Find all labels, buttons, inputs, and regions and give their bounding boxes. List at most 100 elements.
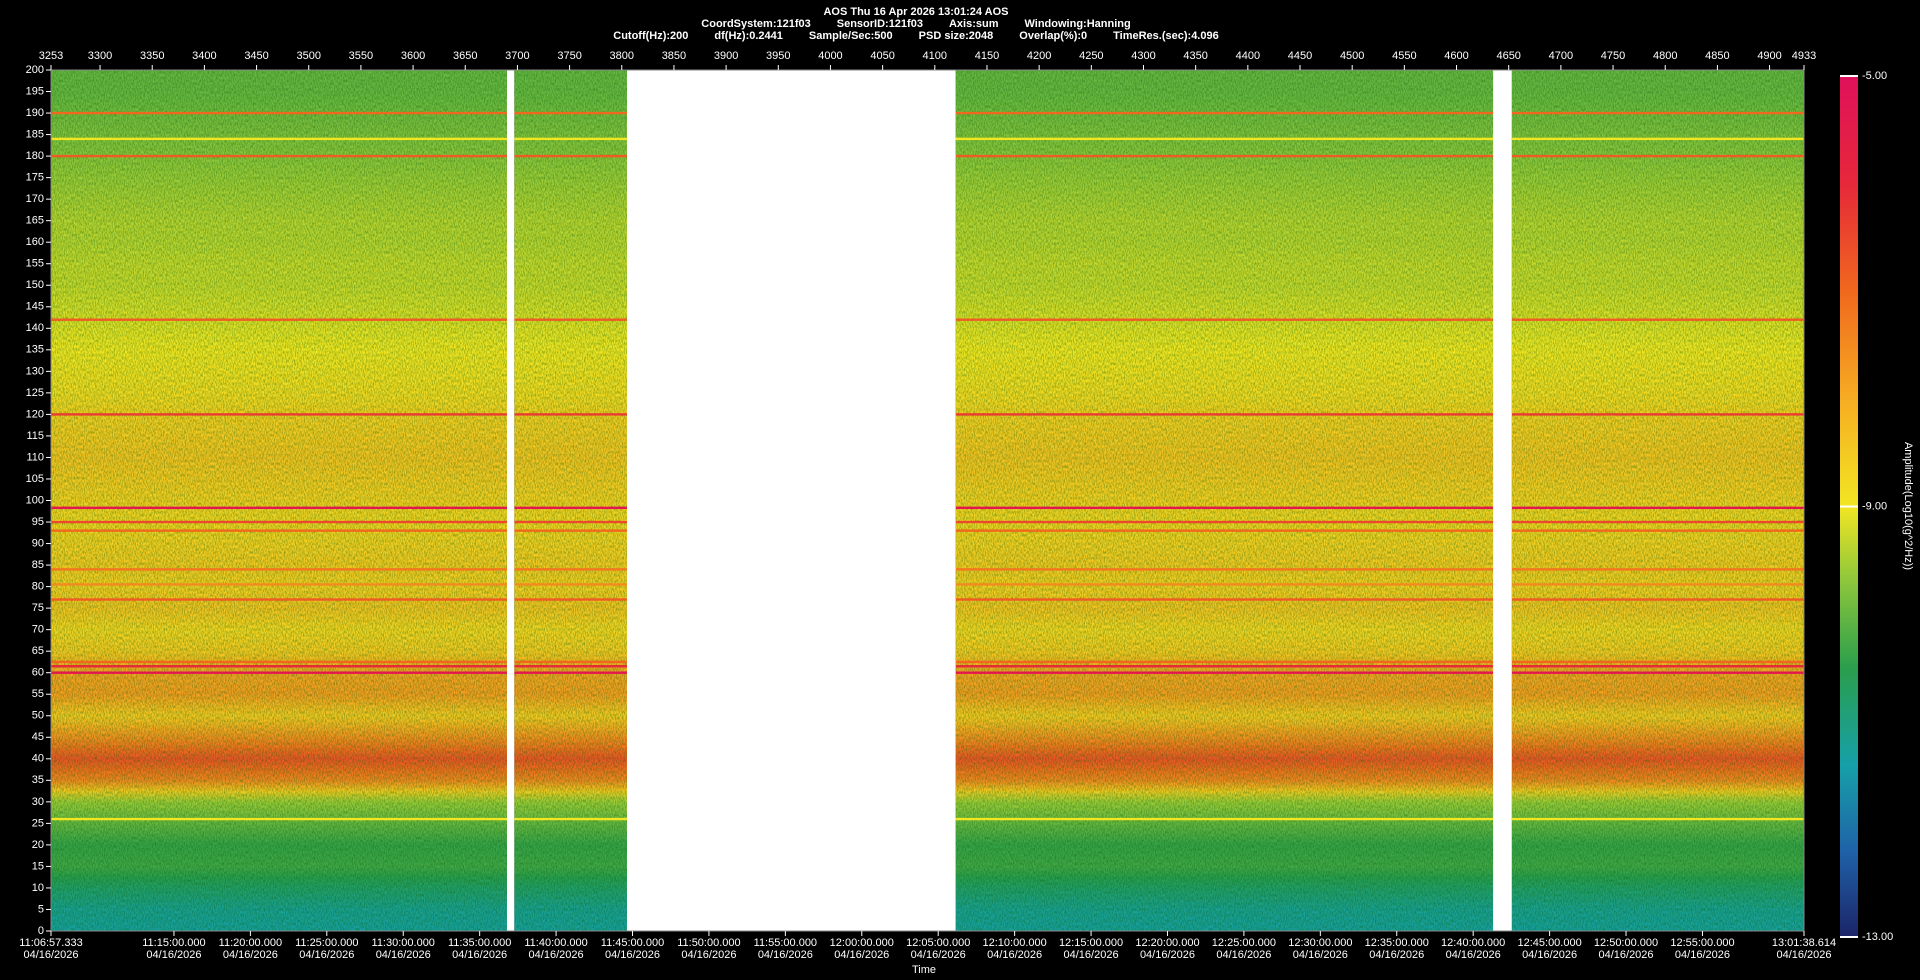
y-tick-label: 20	[32, 839, 44, 851]
x-tick-label: 12:35:00.000	[1365, 937, 1429, 949]
spectral-line	[1511, 413, 1804, 416]
y-tick-label: 0	[38, 925, 44, 937]
colorbar-tick-label: -9.00	[1862, 500, 1887, 512]
spectral-line	[51, 413, 507, 416]
y-tick-label: 30	[32, 796, 44, 808]
x-tick-date: 04/16/2026	[1675, 949, 1730, 961]
spectral-line	[514, 413, 627, 416]
y-tick-label: 160	[26, 236, 44, 248]
x-tick-label: 11:15:00.000	[142, 937, 205, 949]
x-tick-label: 11:40:00.000	[524, 937, 587, 949]
top-tick-label: 4650	[1496, 50, 1520, 62]
spectral-line	[51, 665, 507, 668]
x-tick-date: 04/16/2026	[299, 949, 354, 961]
top-tick-label: 3550	[349, 50, 373, 62]
y-tick-label: 140	[26, 322, 44, 334]
parameters-item: Sample/Sec:500	[809, 30, 893, 42]
spectral-line	[955, 583, 1494, 586]
top-tick-label: 3750	[557, 50, 581, 62]
y-tick-label: 65	[32, 645, 44, 657]
parameters-item: TimeRes.(sec):4.096	[1113, 30, 1219, 42]
spectral-line	[1511, 665, 1804, 668]
spectral-line	[514, 583, 627, 586]
x-axis-label: Time	[912, 964, 936, 976]
data-segment	[1511, 70, 1804, 932]
spectral-line	[955, 520, 1494, 524]
spectral-line	[955, 506, 1494, 510]
spectral-line	[514, 660, 627, 664]
x-tick-date: 04/16/2026	[223, 949, 278, 961]
y-tick-label: 200	[26, 64, 44, 76]
x-tick-label: 12:10:00.000	[983, 937, 1047, 949]
top-tick-label: 4150	[975, 50, 999, 62]
y-tick-label: 35	[32, 774, 44, 786]
data-segment	[955, 70, 1494, 932]
noise-texture	[955, 70, 1494, 931]
top-tick-label: 3850	[662, 50, 686, 62]
x-tick-label: 12:50:00.000	[1594, 937, 1658, 949]
top-tick-label: 4700	[1549, 50, 1573, 62]
spectral-line	[955, 568, 1494, 571]
top-tick-label: 3700	[505, 50, 529, 62]
spectral-line	[514, 817, 627, 821]
top-tick-label: 4800	[1653, 50, 1677, 62]
y-tick-label: 170	[26, 193, 44, 205]
spectral-line	[1511, 318, 1804, 321]
spectral-line	[955, 817, 1494, 821]
spectral-line	[955, 660, 1494, 664]
y-tick-label: 180	[26, 150, 44, 162]
y-tick-label: 155	[26, 258, 44, 270]
data-gap	[1493, 70, 1512, 931]
y-tick-label: 125	[26, 387, 44, 399]
spectral-line	[514, 568, 627, 571]
top-tick-label: 3350	[140, 50, 164, 62]
y-tick-label: 85	[32, 559, 44, 571]
spectral-line	[1511, 568, 1804, 571]
colorbar-tick-label: -5.00	[1862, 70, 1887, 82]
spectral-line	[955, 529, 1494, 532]
x-tick-date: 04/16/2026	[1369, 949, 1424, 961]
top-tick-label: 3253	[39, 50, 63, 62]
top-tick-label: 3900	[714, 50, 738, 62]
top-tick-label: 3650	[453, 50, 477, 62]
y-tick-label: 10	[32, 882, 44, 894]
top-tick-label: 4350	[1183, 50, 1207, 62]
top-tick-label: 4400	[1236, 50, 1260, 62]
x-tick-label: 11:45:00.000	[601, 937, 664, 949]
chart-title: AOS Thu 16 Apr 2026 13:01:24 AOS	[823, 6, 1008, 18]
x-tick-date: 04/16/2026	[23, 949, 78, 961]
subtitle-item: Axis:sum	[949, 18, 999, 30]
spectral-line	[1511, 598, 1804, 601]
parameters-item: df(Hz):0.2441	[714, 30, 782, 42]
spectral-line	[514, 598, 627, 601]
spectral-line	[955, 137, 1494, 141]
spectral-line	[1511, 583, 1804, 586]
y-tick-label: 100	[26, 494, 44, 506]
x-tick-date: 04/16/2026	[529, 949, 584, 961]
y-tick-label: 115	[26, 430, 44, 442]
spectral-line	[514, 506, 627, 510]
spectral-line	[514, 665, 627, 668]
spectral-line	[1511, 817, 1804, 821]
spectral-line	[51, 817, 507, 821]
x-tick-date: 04/16/2026	[1522, 949, 1577, 961]
y-tick-label: 105	[26, 473, 44, 485]
x-tick-date: 04/16/2026	[1140, 949, 1195, 961]
noise-texture	[1511, 70, 1804, 931]
top-tick-label: 4900	[1757, 50, 1781, 62]
x-tick-label: 11:25:00.000	[295, 937, 358, 949]
spectral-line	[51, 529, 507, 532]
subtitle-item: Windowing:Hanning	[1024, 18, 1130, 30]
top-tick-label: 4933	[1792, 50, 1816, 62]
y-tick-label: 175	[26, 172, 44, 184]
y-tick-label: 95	[32, 516, 44, 528]
x-tick-label: 12:20:00.000	[1135, 937, 1199, 949]
spectral-line	[514, 111, 627, 115]
y-tick-label: 195	[26, 85, 44, 97]
y-tick-label: 190	[26, 107, 44, 119]
top-tick-label: 3300	[88, 50, 112, 62]
y-tick-label: 185	[26, 128, 44, 140]
spectral-line	[1511, 111, 1804, 115]
y-tick-label: 60	[32, 667, 44, 679]
x-tick-date: 04/16/2026	[605, 949, 660, 961]
